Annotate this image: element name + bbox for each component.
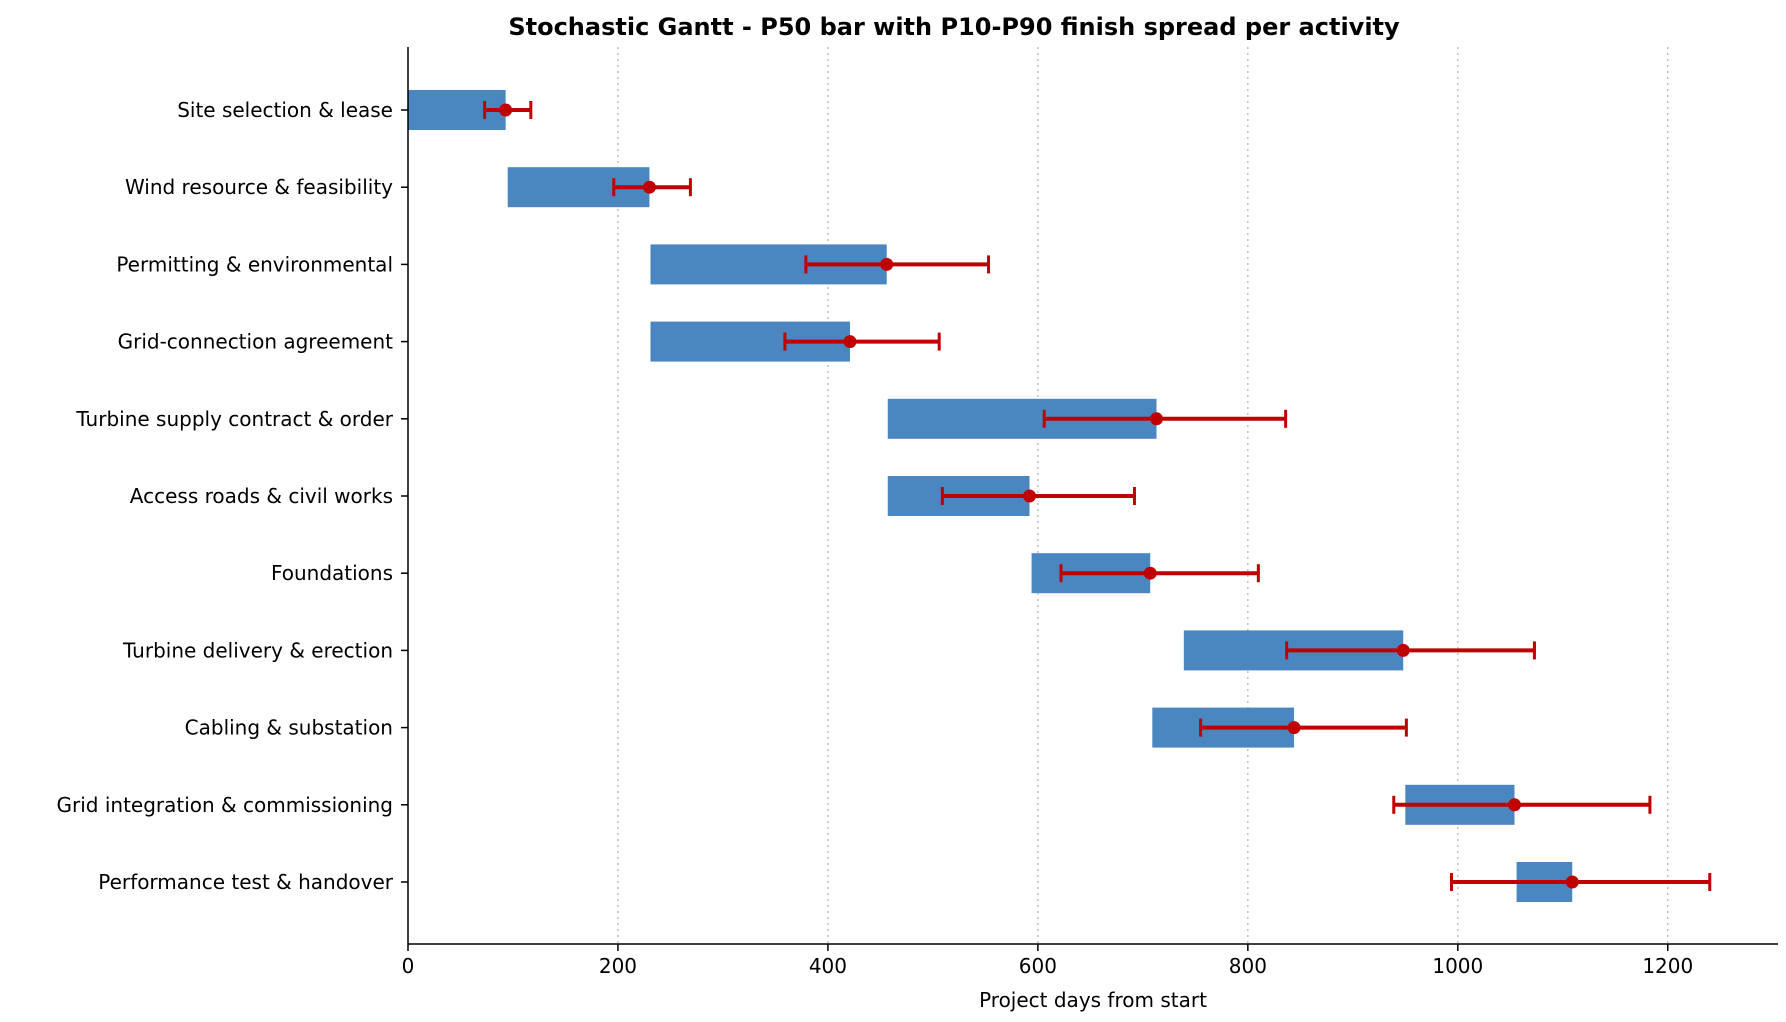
x-axis-label: Project days from start (979, 988, 1207, 1012)
finish-spread (1285, 641, 1536, 660)
activity-label: Site selection & lease (177, 98, 393, 122)
finish-spread (483, 101, 533, 119)
activity-label: Turbine delivery & erection (122, 638, 393, 662)
x-tick-label: 200 (599, 954, 637, 978)
p50-marker (1143, 566, 1157, 580)
y-ticks: Site selection & lease Wind resource & fe… (57, 98, 408, 894)
p50-marker (843, 335, 857, 349)
finish-spread (1042, 409, 1288, 428)
p50-marker (1022, 489, 1036, 503)
activity-label: Performance test & handover (98, 870, 393, 894)
x-tick-label: 600 (1019, 954, 1057, 978)
x-tick-label: 800 (1229, 954, 1267, 978)
activity-label: Wind resource & feasibility (125, 175, 393, 199)
finish-spread (783, 332, 941, 351)
p50-marker (1287, 721, 1301, 735)
finish-spread (1199, 718, 1408, 737)
chart-title: Stochastic Gantt - P50 bar with P10-P90 … (508, 13, 1400, 41)
p50-marker (642, 180, 656, 194)
x-tick-label: 1000 (1432, 954, 1483, 978)
finish-spread (612, 178, 692, 197)
activity-label: Permitting & environmental (116, 252, 393, 276)
finish-spread (804, 255, 991, 274)
finish-spread (1450, 873, 1712, 891)
finish-spread (1392, 795, 1652, 814)
p50-marker (1565, 875, 1579, 889)
activity-label: Foundations (271, 561, 393, 585)
p50-marker (1150, 412, 1164, 426)
activity-label: Turbine supply contract & order (75, 407, 393, 431)
p50-marker (499, 103, 513, 117)
x-tick-label: 400 (809, 954, 847, 978)
x-tick-label: 0 (402, 954, 415, 978)
activity-label: Cabling & substation (185, 716, 393, 740)
finish-spread (1059, 564, 1260, 583)
p50-marker (1507, 798, 1521, 812)
x-ticks: 0 200 400 600 800 1000 1200 (402, 944, 1693, 978)
activity-label: Access roads & civil works (130, 484, 393, 508)
x-tick-label: 1200 (1642, 954, 1693, 978)
finish-spread (940, 487, 1136, 505)
activity-label: Grid integration & commissioning (57, 793, 394, 817)
p50-marker (1396, 643, 1410, 657)
p50-marker (880, 257, 894, 271)
p10-p90-spreads (483, 101, 1712, 891)
activity-label: Grid-connection agreement (118, 330, 394, 354)
